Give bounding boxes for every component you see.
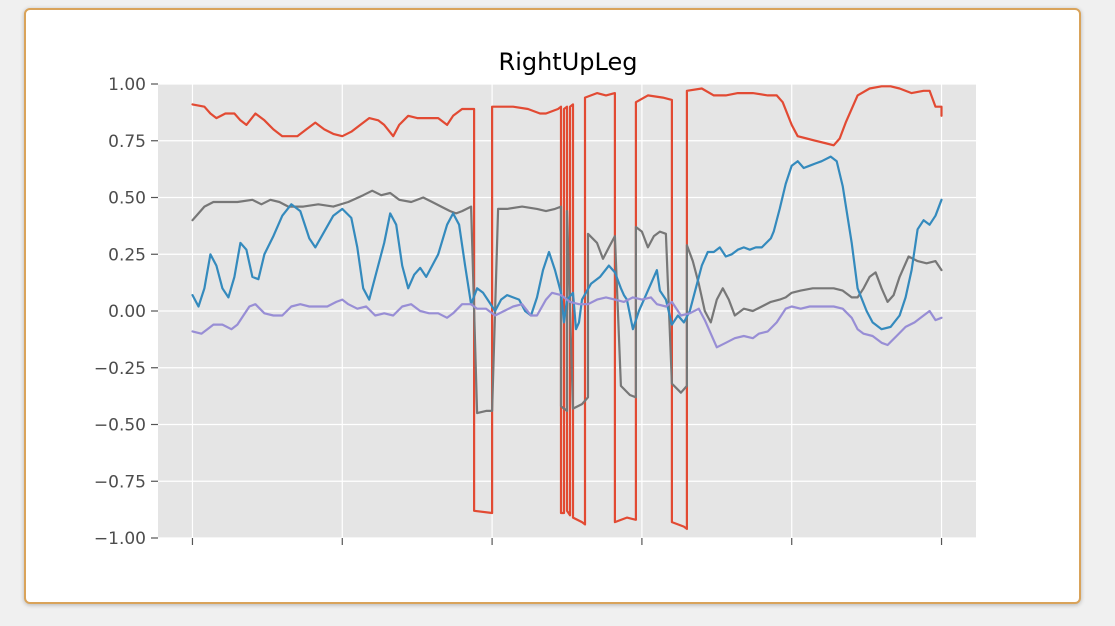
y-tick-label: −0.75 xyxy=(94,472,146,492)
axes: 1.00 0.75 0.50 0.25 0.00 −0.25 −0.50 −0.75 −1.00 xyxy=(94,75,943,549)
series-line-3 xyxy=(191,155,943,331)
y-tick-label: 0.75 xyxy=(108,132,146,152)
y-tick-label: −0.50 xyxy=(94,416,146,436)
y-tick-label: 0.50 xyxy=(108,189,146,209)
y-tick-label: −0.25 xyxy=(94,359,146,379)
y-tick-label: 1.00 xyxy=(108,75,146,95)
series-line-2 xyxy=(191,189,943,415)
y-tick-label: 0.00 xyxy=(108,302,146,322)
chart-title: RightUpLeg xyxy=(499,48,638,76)
series-line-1 xyxy=(191,85,943,531)
series-line-4 xyxy=(191,291,943,349)
chart-svg: RightUpLeg 1.00 0.75 0.50 0.25 0.00 −0.25 −0.5… xyxy=(94,48,976,549)
chart-card: RightUpLeg 1.00 0.75 0.50 0.25 0.00 −0.25 −0.5… xyxy=(24,8,1081,604)
y-tick-label: 0.25 xyxy=(108,245,146,265)
y-tick-label: −1.00 xyxy=(94,529,146,549)
series-lines xyxy=(191,85,943,531)
